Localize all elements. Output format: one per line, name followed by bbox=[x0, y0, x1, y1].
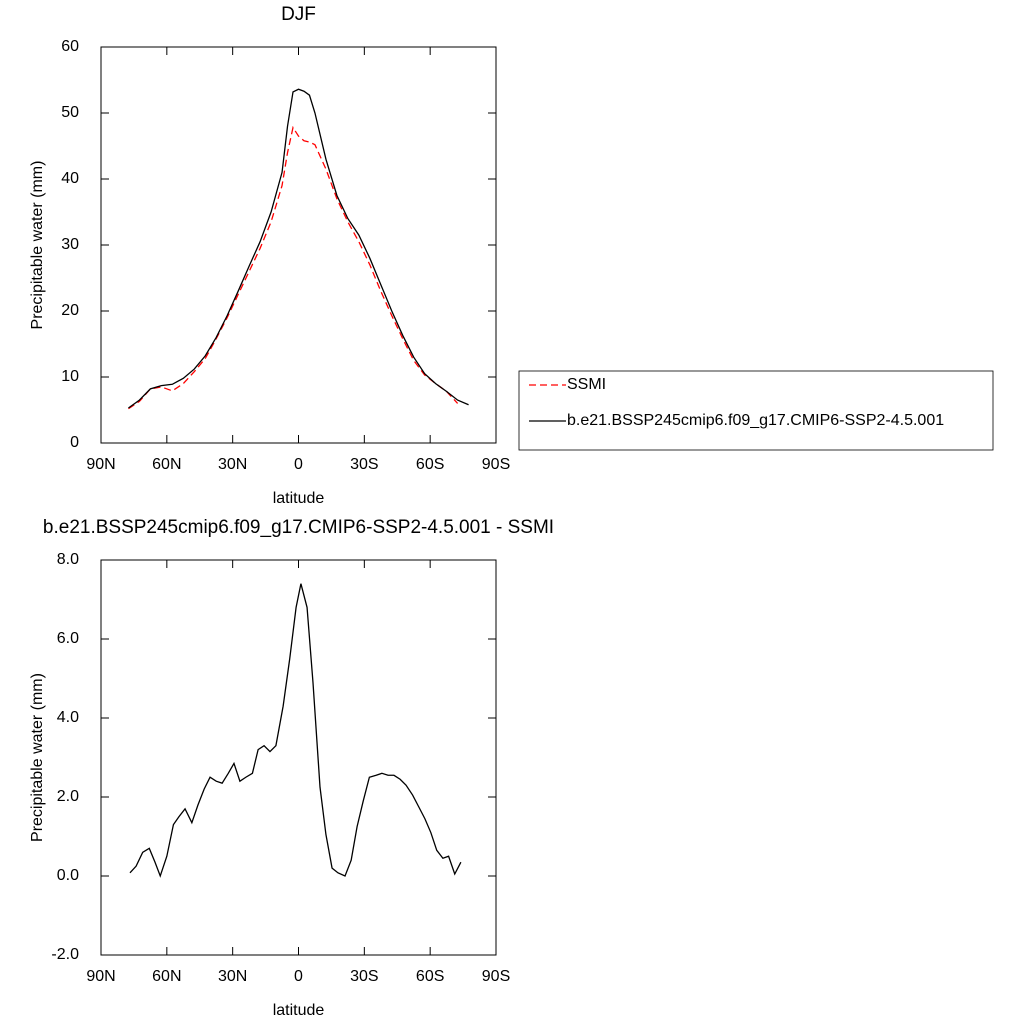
x-tick-label: 60N bbox=[152, 456, 181, 473]
legend-box bbox=[518, 370, 994, 451]
x-tick-label: 60S bbox=[416, 456, 444, 473]
plot-frame bbox=[100, 559, 497, 956]
y-tick-label: 60 bbox=[61, 38, 79, 55]
y-tick-label: 50 bbox=[61, 104, 79, 121]
legend-label: b.e21.BSSP245cmip6.f09_g17.CMIP6-SSP2-4.… bbox=[567, 412, 944, 429]
y-tick-label: 2.0 bbox=[57, 788, 79, 805]
y-tick-label: 8.0 bbox=[57, 551, 79, 568]
series-line bbox=[129, 583, 462, 878]
y-tick-label: 6.0 bbox=[57, 630, 79, 647]
x-tick-label: 90N bbox=[86, 456, 115, 473]
x-tick-label: 30S bbox=[350, 968, 378, 985]
x-tick-label: 90N bbox=[86, 968, 115, 985]
x-tick-label: 90S bbox=[482, 456, 510, 473]
series-line bbox=[128, 88, 469, 409]
x-axis-label: latitude bbox=[273, 490, 325, 507]
x-tick-label: 60S bbox=[416, 968, 444, 985]
y-tick-label: 20 bbox=[61, 302, 79, 319]
x-tick-label: 30N bbox=[218, 968, 247, 985]
x-tick-label: 60N bbox=[152, 968, 181, 985]
y-tick-label: 10 bbox=[61, 368, 79, 385]
chart-title: b.e21.BSSP245cmip6.f09_g17.CMIP6-SSP2-4.… bbox=[43, 517, 554, 538]
x-tick-label: 30N bbox=[218, 456, 247, 473]
y-tick-label: 0 bbox=[70, 434, 79, 451]
y-tick-label: 30 bbox=[61, 236, 79, 253]
legend-label: SSMI bbox=[567, 376, 606, 393]
chart-title: DJF bbox=[281, 4, 316, 25]
x-tick-label: 0 bbox=[294, 968, 303, 985]
y-axis-label: Precipitable water (mm) bbox=[29, 161, 46, 330]
x-axis-label: latitude bbox=[273, 1002, 325, 1019]
y-axis-label: Precipitable water (mm) bbox=[29, 673, 46, 842]
x-tick-label: 0 bbox=[294, 456, 303, 473]
series-line bbox=[128, 125, 459, 410]
x-tick-label: 90S bbox=[482, 968, 510, 985]
x-tick-label: 30S bbox=[350, 456, 378, 473]
y-tick-label: -2.0 bbox=[51, 946, 79, 963]
y-tick-label: 40 bbox=[61, 170, 79, 187]
y-tick-label: 4.0 bbox=[57, 709, 79, 726]
y-tick-label: 0.0 bbox=[57, 867, 79, 884]
